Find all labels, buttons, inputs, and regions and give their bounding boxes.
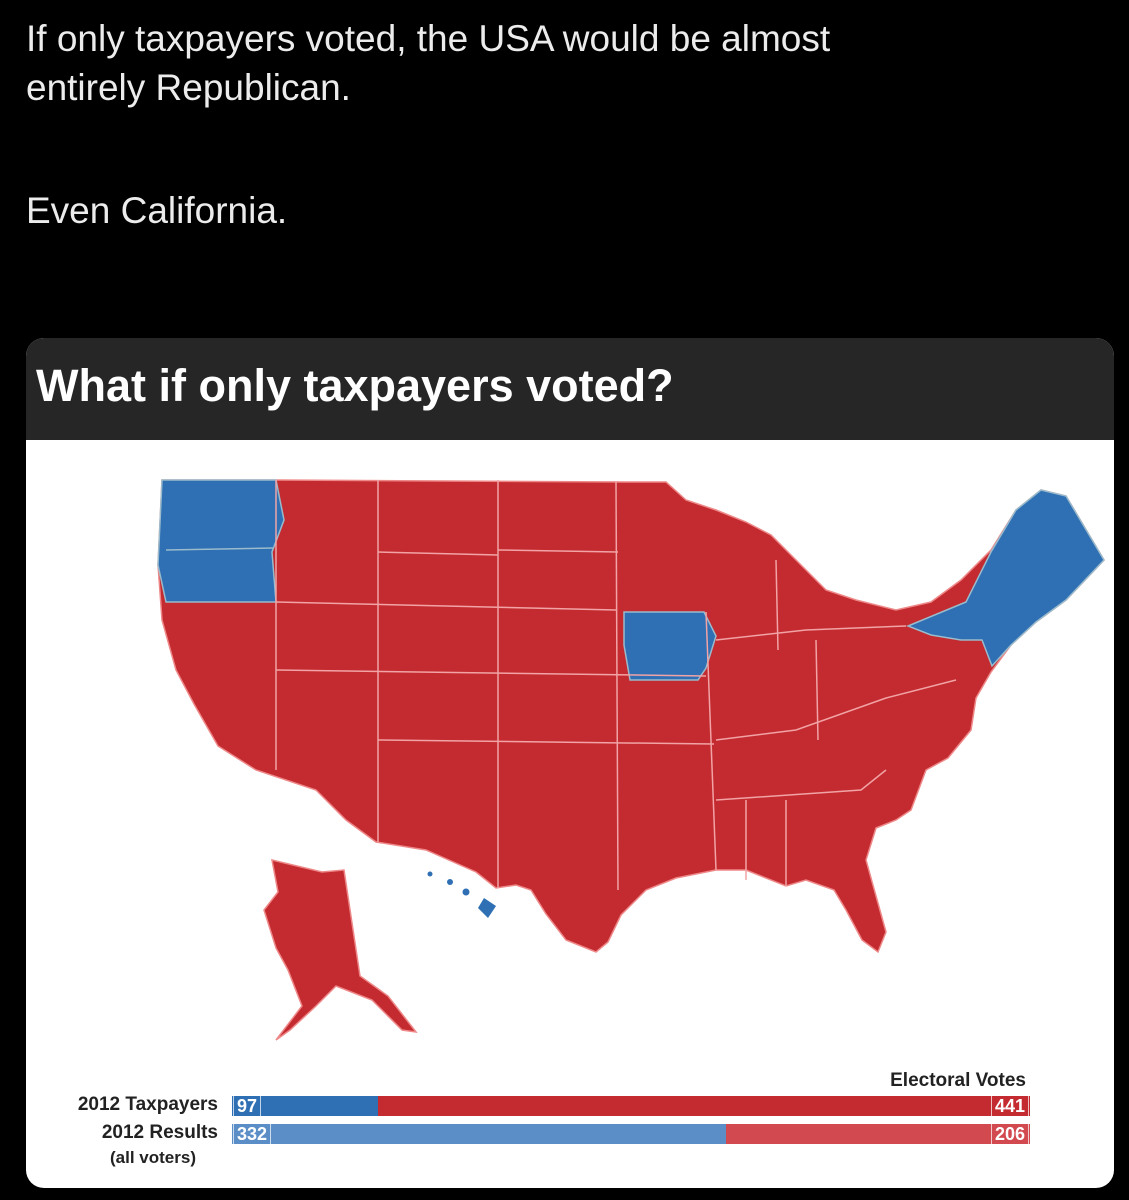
map-hawaii — [427, 871, 496, 918]
taxpayers-votes-bar: 97 441 — [232, 1096, 1030, 1116]
map-contiguous-us — [157, 479, 1105, 954]
map-alaska — [263, 859, 418, 1041]
post-line-3: Even California. — [26, 190, 288, 231]
taxpayers-blue-votes: 97 — [232, 1096, 262, 1116]
legend-row-1-label: 2012 Taxpayers — [77, 1094, 218, 1115]
map-iowa — [623, 611, 717, 681]
map-pacific-northwest — [157, 479, 285, 603]
legend-row-2-sublabel: (all voters) — [110, 1148, 196, 1167]
legend-row-2-label: 2012 Results — [101, 1122, 218, 1143]
post-line-1: If only taxpayers voted, the USA would b… — [26, 18, 831, 59]
post-line-2: entirely Republican. — [26, 67, 351, 108]
results-red-votes: 206 — [990, 1124, 1030, 1144]
us-electoral-map — [26, 440, 1114, 1080]
post-text: If only taxpayers voted, the USA would b… — [26, 14, 1116, 235]
card-title: What if only taxpayers voted? — [26, 338, 1114, 440]
results-blue-votes: 332 — [232, 1124, 272, 1144]
post-image-card[interactable]: What if only taxpayers voted? — [26, 338, 1114, 1188]
legend-title: Electoral Votes — [890, 1070, 1026, 1091]
map-northeast — [905, 489, 1105, 668]
results-votes-bar: 332 206 — [232, 1124, 1030, 1144]
taxpayers-red-votes: 441 — [990, 1096, 1030, 1116]
